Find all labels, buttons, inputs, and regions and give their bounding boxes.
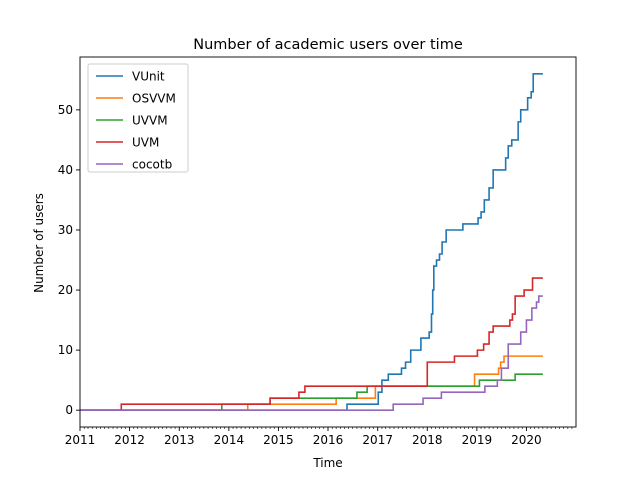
- x-tick-label-2011: 2011: [65, 433, 96, 447]
- x-tick-label-2017: 2017: [362, 433, 393, 447]
- series-line-osvvm: [80, 355, 543, 411]
- plot-area: 2011 2012 2013 2014 2015 2016 2017 2018 2019 2020…: [58, 56, 577, 447]
- y-tick-label-10: 10: [58, 343, 73, 357]
- y-tick-label-50: 50: [58, 103, 73, 117]
- series-line-uvm: [80, 277, 543, 411]
- x-axis-label: Time: [312, 456, 342, 470]
- x-tick-label-2019: 2019: [462, 433, 493, 447]
- legend-label-osvvm: OSVVM: [132, 92, 176, 106]
- y-tick-label-30: 30: [58, 223, 73, 237]
- series-line-cocotb: [80, 295, 543, 411]
- x-tick-label-2016: 2016: [313, 433, 344, 447]
- x-tick-label-2014: 2014: [214, 433, 245, 447]
- legend-label-vunit: VUnit: [132, 70, 165, 84]
- x-tick-label-2012: 2012: [114, 433, 145, 447]
- y-tick-label-20: 20: [58, 283, 73, 297]
- series-line-vunit: [80, 73, 543, 411]
- y-axis-label: Number of users: [32, 193, 46, 293]
- x-tick-label-2020: 2020: [511, 433, 542, 447]
- y-tick-label-40: 40: [58, 163, 73, 177]
- legend-label-uvvm: UVVM: [132, 114, 168, 128]
- legend-label-cocotb: cocotb: [132, 158, 172, 172]
- chart-title: Number of academic users over time: [193, 37, 463, 53]
- x-tick-label-2018: 2018: [412, 433, 443, 447]
- x-tick-label-2013: 2013: [164, 433, 195, 447]
- y-tick-label-0: 0: [65, 403, 73, 417]
- legend-box: [87, 63, 189, 173]
- legend-label-uvm: UVM: [132, 136, 159, 150]
- x-tick-label-2015: 2015: [263, 433, 294, 447]
